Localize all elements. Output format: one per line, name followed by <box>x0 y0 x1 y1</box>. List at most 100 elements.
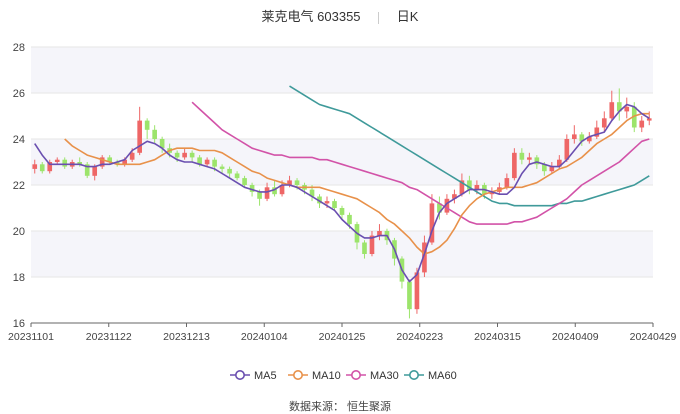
x-tick-label: 20240409 <box>552 331 599 343</box>
stock-name: 莱克电气 <box>261 9 314 24</box>
candle-body <box>317 196 322 204</box>
candle-body <box>527 157 532 160</box>
candle-body <box>92 166 98 176</box>
candle-body <box>264 187 270 199</box>
candle-body <box>601 118 607 128</box>
candle-body <box>189 152 195 158</box>
candle-body <box>242 178 247 185</box>
legend-entry: MA10 <box>312 370 341 382</box>
candle-body <box>77 162 83 165</box>
y-tick-label: 24 <box>13 134 25 146</box>
candle-body <box>54 159 60 162</box>
candle-body <box>414 272 420 310</box>
candle-body <box>549 166 555 172</box>
candle-body <box>324 201 330 204</box>
candle-body <box>174 152 180 158</box>
legend-entry: MA5 <box>254 370 277 382</box>
candle-body <box>407 281 412 310</box>
candle-body <box>624 106 630 112</box>
candle-body <box>287 180 292 185</box>
x-tick-label: 20231101 <box>8 331 54 343</box>
candle-body <box>212 159 217 167</box>
title-divider <box>378 11 380 24</box>
x-tick-label: 20240315 <box>474 331 521 343</box>
y-tick-label: 18 <box>13 272 25 284</box>
candle-body <box>257 191 262 199</box>
candle-body <box>339 208 345 215</box>
candle-body <box>122 159 127 165</box>
candle-body <box>369 235 375 254</box>
candle-body <box>631 106 637 128</box>
y-tick-label: 20 <box>13 226 25 238</box>
candle-body <box>534 157 540 165</box>
data-source: 数据来源： 恒生聚源 <box>288 401 392 413</box>
legend-swatch-marker <box>235 369 246 380</box>
candle-body <box>219 166 225 169</box>
candle-body <box>616 102 622 112</box>
candle-body <box>422 242 427 273</box>
legend-entry: MA60 <box>428 370 457 382</box>
legend-swatch-marker <box>292 369 303 380</box>
candle-body <box>429 203 435 243</box>
candle-body <box>347 214 352 225</box>
ma5-line <box>34 103 650 283</box>
candle-body <box>272 187 277 195</box>
y-tick-label: 26 <box>13 88 25 100</box>
candle-body <box>309 189 315 197</box>
x-tick-label: 20240104 <box>241 331 288 343</box>
candle-body <box>639 120 645 128</box>
candle-body <box>204 159 210 165</box>
candle-body <box>182 152 187 158</box>
candle-body <box>609 102 615 119</box>
candle-body <box>542 164 547 172</box>
candle-body <box>249 185 255 192</box>
candle-body <box>332 201 337 208</box>
candle-body <box>32 164 38 169</box>
candle-body <box>159 139 165 149</box>
candle-body <box>47 162 53 172</box>
candle-body <box>362 242 367 254</box>
ma10-line <box>64 112 650 255</box>
x-tick-label: 20231122 <box>86 331 132 343</box>
candle-body <box>129 152 135 160</box>
legend-swatch-marker <box>350 369 361 380</box>
candle-body <box>84 164 90 176</box>
y-tick-label: 16 <box>13 318 25 330</box>
candle-body <box>197 157 202 165</box>
candle-body <box>467 180 472 190</box>
candle-body <box>234 173 240 179</box>
candle-body <box>99 157 105 167</box>
candle-body <box>564 139 570 160</box>
candle-body <box>646 118 652 121</box>
x-tick-label: 20240429 <box>630 331 677 343</box>
candle-body <box>144 120 150 130</box>
candle-body <box>459 180 465 195</box>
candle-body <box>437 203 442 213</box>
legend-entry: MA30 <box>370 370 399 382</box>
candle-body <box>444 198 450 213</box>
x-tick-label: 20240125 <box>319 331 366 343</box>
chart-title: 莱克电气 603355 日K <box>0 6 680 25</box>
candle-body <box>504 178 510 188</box>
candle-body <box>227 168 232 174</box>
plot-band <box>31 231 653 277</box>
plot-band <box>31 47 653 93</box>
candle-body <box>519 152 525 160</box>
x-tick-label: 20240223 <box>396 331 443 343</box>
candle-body <box>579 134 585 142</box>
legend-swatch-marker <box>408 369 419 380</box>
period-label: 日K <box>396 9 419 24</box>
candle-body <box>62 159 68 167</box>
candle-body <box>512 152 517 179</box>
y-tick-label: 22 <box>13 180 25 192</box>
candle-body <box>294 180 300 185</box>
ma60-line <box>289 85 650 207</box>
candle-body <box>152 129 157 139</box>
candle-body <box>571 134 577 139</box>
candle-body <box>107 157 113 162</box>
candle-body <box>279 185 285 195</box>
candle-body <box>557 159 562 167</box>
candle-body <box>114 162 120 165</box>
candle-body <box>594 127 600 137</box>
